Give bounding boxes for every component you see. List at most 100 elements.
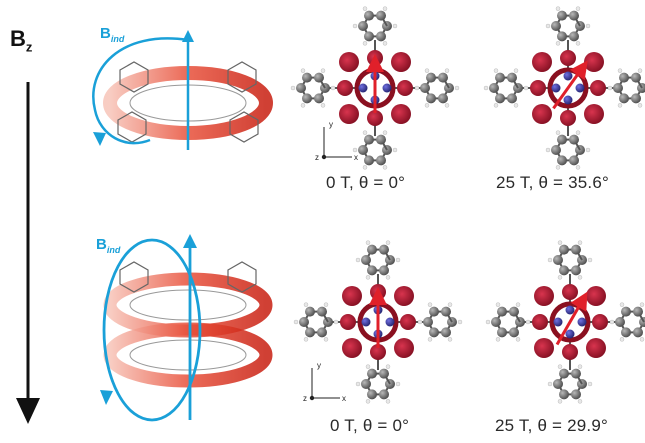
axis-triad-top: y x z — [315, 120, 358, 162]
carbon-atom — [426, 93, 436, 104]
hydrogen-atom — [424, 103, 430, 108]
carbon-atom — [633, 327, 643, 338]
carbon-atom — [376, 31, 386, 42]
orbital-lobe — [534, 338, 554, 358]
hydrogen-atom — [577, 399, 583, 404]
orbital-lobe — [339, 52, 359, 72]
hydrogen-atom — [577, 364, 583, 369]
hydrogen-atom — [555, 165, 561, 170]
orbital-lobe — [592, 314, 608, 330]
hydrogen-atom — [585, 147, 591, 153]
hydrogen-atom — [515, 302, 521, 307]
caption-bottom-left: 0 T, θ = 0° — [330, 416, 410, 435]
orbital-lobe — [590, 80, 606, 96]
hydrogen-atom — [575, 130, 581, 135]
hydrogen-atom — [555, 130, 561, 135]
nitrogen-atom — [358, 83, 368, 93]
hydrogen-atom — [515, 337, 521, 342]
induced-field-loop-top — [92, 30, 194, 150]
hydrogen-atom — [365, 399, 371, 404]
carbon-atom — [613, 83, 623, 93]
nitrogen-atom — [385, 317, 395, 327]
carbon-atom — [438, 93, 448, 104]
nitrogen-atom — [577, 317, 587, 327]
carbon-atom — [429, 306, 439, 317]
carbon-atom — [379, 244, 389, 255]
axis-triad-bottom: y x z — [303, 361, 346, 403]
hydrogen-atom — [385, 364, 391, 369]
axis-label-z: z — [303, 394, 307, 403]
hydrogen-atom — [385, 240, 391, 245]
orbital-lobe — [391, 52, 411, 72]
hydrogen-atom — [547, 381, 553, 387]
carbon-atom — [571, 244, 581, 255]
hydrogen-atom — [523, 85, 529, 91]
hydrogen-atom — [609, 319, 615, 325]
molecule-top-right — [483, 6, 645, 170]
hydrogen-atom — [365, 364, 371, 369]
hydrogen-atom — [447, 302, 453, 307]
hydrogen-atom — [290, 85, 296, 91]
carbon-atom — [358, 145, 368, 155]
orbital-lobe — [584, 52, 604, 72]
hydrogen-atom — [320, 103, 326, 108]
hydrogen-atom — [382, 130, 388, 135]
carbon-atom — [361, 255, 371, 265]
nitrogen-atom — [565, 305, 575, 315]
carbon-atom — [441, 327, 451, 338]
hydrogen-atom — [300, 68, 306, 73]
induced-field-label-top: Bind — [100, 25, 125, 44]
hydrogen-atom — [485, 319, 491, 325]
hydrogen-atom — [619, 337, 625, 342]
caption-top-left: 0 T, θ = 0° — [326, 173, 406, 192]
orbital-lobe — [394, 338, 414, 358]
axis-label-z: z — [315, 153, 319, 162]
hydrogen-atom — [575, 41, 581, 46]
induced-field-label-bottom: Bind — [96, 236, 121, 255]
carbon-atom — [559, 265, 569, 276]
hydrogen-atom — [557, 275, 563, 280]
hydrogen-atom — [303, 302, 309, 307]
orbital-lobe — [397, 80, 413, 96]
hydrogen-atom — [545, 147, 551, 153]
hydrogen-atom — [414, 85, 420, 91]
orbital-lobe — [534, 286, 554, 306]
carbon-atom — [633, 306, 643, 317]
carbon-atom — [495, 72, 505, 83]
hydrogen-atom — [427, 337, 433, 342]
applied-field-arrow — [16, 82, 40, 424]
hydrogen-atom — [577, 275, 583, 280]
molecule-bottom-left — [293, 240, 463, 404]
carbon-atom — [376, 10, 386, 21]
hydrogen-atom — [382, 6, 388, 11]
carbon-atom — [367, 368, 377, 379]
hydrogen-atom — [585, 23, 591, 29]
orbital-lobe — [562, 344, 578, 360]
hydrogen-atom — [575, 6, 581, 11]
hydrogen-atom — [525, 319, 531, 325]
hydrogen-atom — [320, 68, 326, 73]
orbital-lobe — [367, 110, 383, 126]
hydrogen-atom — [385, 399, 391, 404]
orbital-lobe — [342, 286, 362, 306]
carbon-atom — [302, 72, 312, 83]
carbon-atom — [509, 306, 519, 317]
orbital-lobe — [340, 314, 356, 330]
hydrogen-atom — [557, 399, 563, 404]
hydrogen-atom — [382, 165, 388, 170]
orbital-lobe — [370, 344, 386, 360]
nitrogen-atom — [361, 317, 371, 327]
carbon-atom — [441, 306, 451, 317]
orbital-lobe — [337, 80, 353, 96]
carbon-atom — [571, 389, 581, 400]
hydrogen-atom — [365, 275, 371, 280]
hydrogen-atom — [300, 103, 306, 108]
hydrogen-atom — [333, 319, 339, 325]
carbon-atom — [364, 134, 374, 145]
induced-field-loop-bottom — [100, 234, 202, 422]
orbital-lobe — [586, 338, 606, 358]
carbon-atom — [299, 317, 309, 327]
hydrogen-atom — [617, 68, 623, 73]
carbon-atom — [559, 368, 569, 379]
